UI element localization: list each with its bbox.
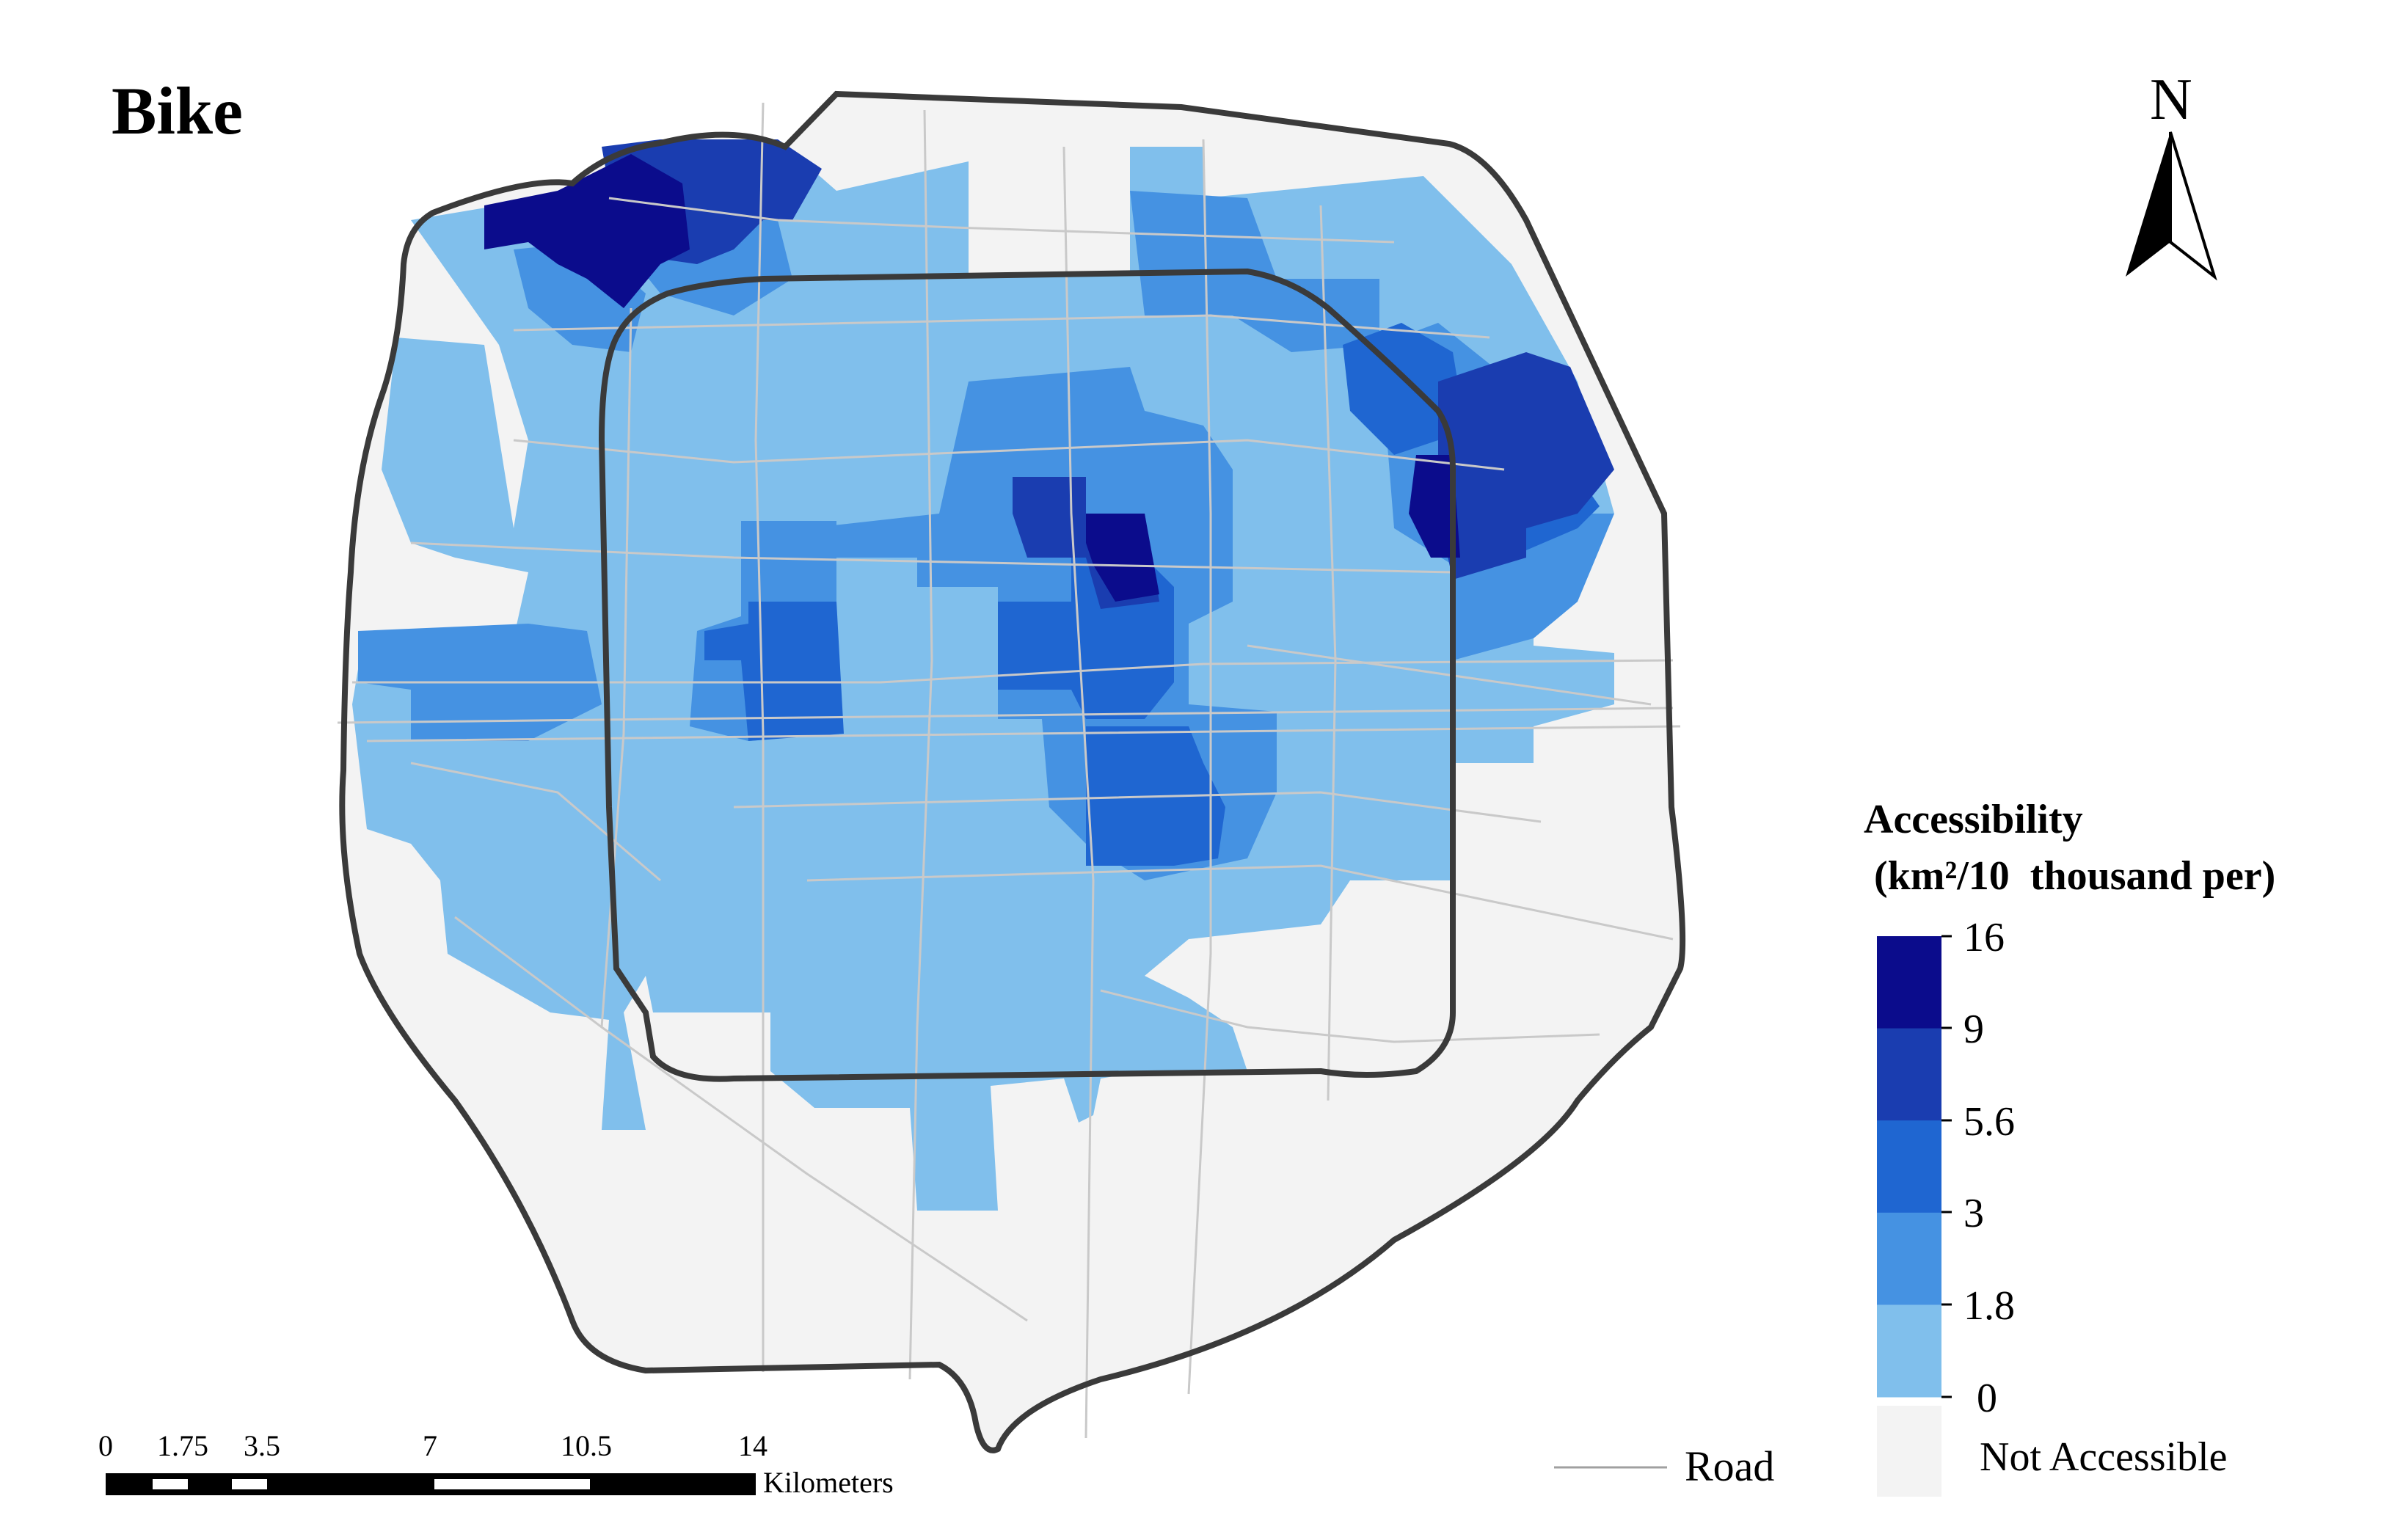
legend-color-ramp [1877, 936, 1941, 1398]
legend-title-line1: Accessibility [1864, 797, 2083, 842]
legend-break-3: 3 [1963, 1191, 1984, 1236]
legend-swatch-5 [1877, 1304, 1941, 1398]
legend-not-accessible-label: Not Accessible [1980, 1434, 2227, 1480]
inner-ring-boundary [598, 268, 1456, 1082]
legend-break-0: 0 [1977, 1376, 1997, 1421]
outer-boundary [339, 90, 1686, 1453]
zone-3-5.6-northeast [1343, 323, 1460, 455]
scale-label-3.5: 3.5 [244, 1429, 280, 1462]
legend-tick-marks [1941, 935, 1952, 1398]
scale-label-14: 14 [738, 1429, 767, 1462]
north-arrow-icon [2126, 131, 2217, 281]
scale-label-7: 7 [423, 1429, 437, 1462]
legend-swatch-3 [1877, 1120, 1941, 1214]
legend-title-line2: (km²/10 thousand per) [1864, 853, 2275, 899]
legend-break-16: 16 [1963, 915, 2005, 960]
legend-break-5.6: 5.6 [1963, 1099, 2015, 1145]
scale-bar [106, 1473, 756, 1495]
legend-not-accessible-swatch [1877, 1406, 1941, 1497]
zone-0-1.8-main [352, 139, 1614, 1211]
scale-unit-label: Kilometers [763, 1466, 894, 1499]
road-legend-label: Road [1685, 1442, 1774, 1490]
legend-break-9: 9 [1963, 1007, 1984, 1052]
road-network [337, 102, 1681, 1439]
north-label: N [2150, 67, 2192, 132]
zone-5.6-9-east [1438, 352, 1614, 580]
scale-label-1.75: 1.75 [157, 1429, 208, 1462]
map-title: Bike [112, 73, 243, 148]
legend-swatch-4 [1877, 1212, 1941, 1305]
legend-swatch-2 [1877, 1028, 1941, 1121]
legend-swatch-1 [1877, 936, 1941, 1029]
zone-9-16-northwest [484, 154, 690, 308]
zone-9-16-east [1409, 455, 1460, 558]
scale-label-10.5: 10.5 [561, 1429, 612, 1462]
zone-9-16-center [1086, 514, 1159, 602]
zone-3-5.6-west-center [704, 602, 844, 741]
legend-break-1.8: 1.8 [1963, 1283, 2015, 1329]
scale-label-0: 0 [98, 1429, 113, 1462]
